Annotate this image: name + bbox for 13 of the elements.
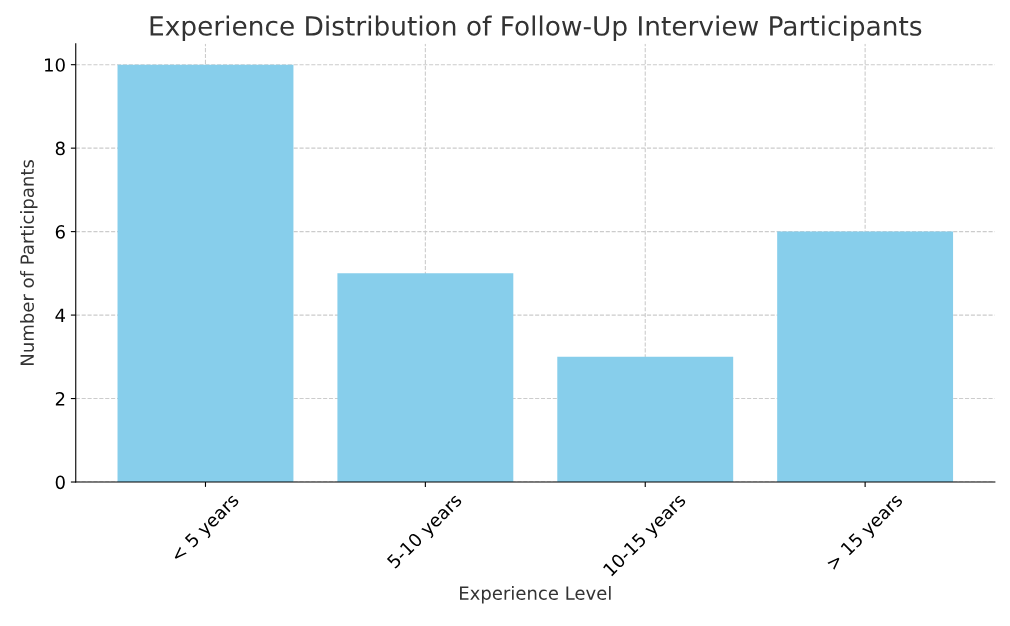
- y-axis-title: Number of Participants: [20, 160, 38, 365]
- x-axis-title: Experience Level: [460, 585, 611, 604]
- bar: [337, 273, 514, 483]
- y-tick-label: 4: [55, 308, 66, 322]
- bar: [557, 356, 734, 483]
- y-tick-label: 2: [55, 392, 65, 406]
- y-tick-label: 8: [55, 141, 65, 156]
- bar: [117, 64, 294, 483]
- y-tick-label: 0: [55, 475, 65, 490]
- bar: [777, 231, 954, 483]
- y-tick-label: 6: [55, 225, 65, 239]
- chart-title: Experience Distribution of Follow-Up Interview Participants: [150, 15, 922, 41]
- y-tick-label: 10: [45, 58, 65, 72]
